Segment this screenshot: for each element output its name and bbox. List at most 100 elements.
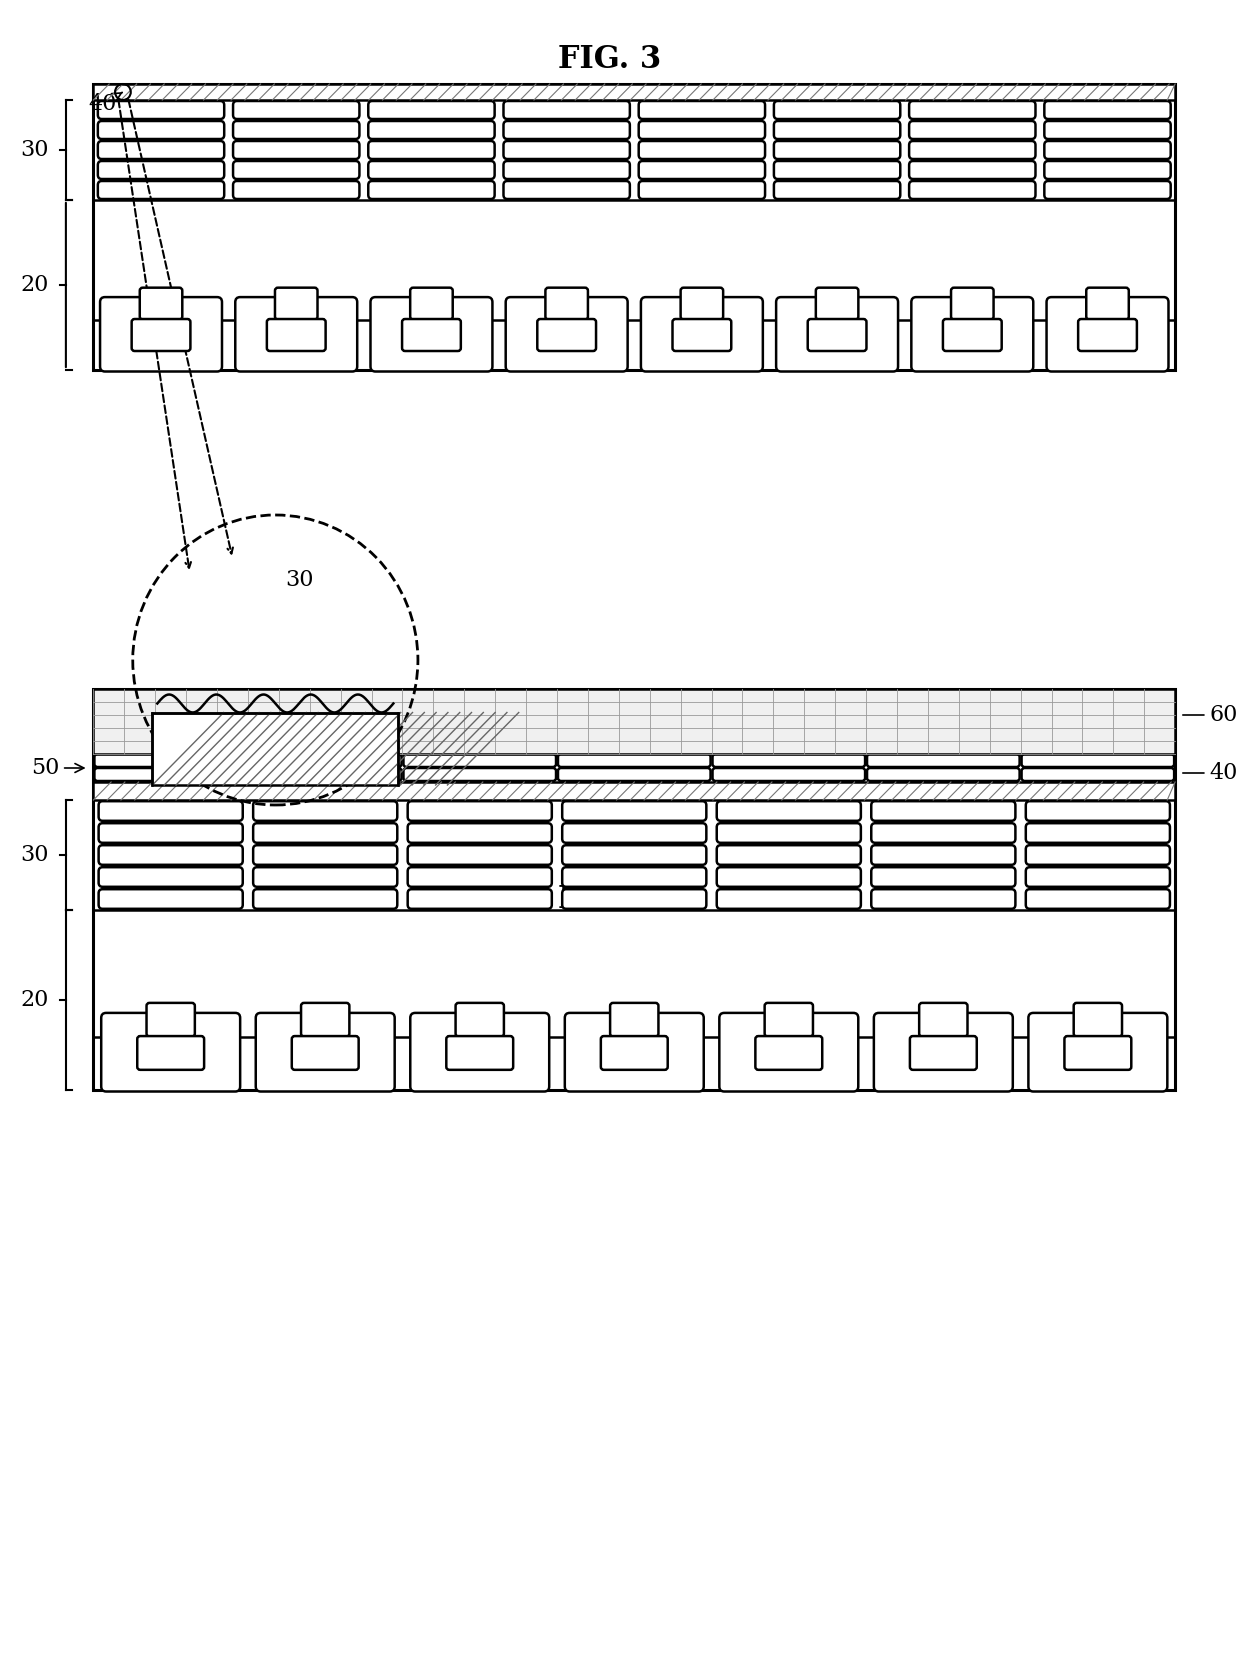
FancyBboxPatch shape: [537, 319, 596, 351]
FancyBboxPatch shape: [402, 319, 461, 351]
FancyBboxPatch shape: [681, 287, 723, 319]
FancyBboxPatch shape: [403, 769, 556, 780]
FancyBboxPatch shape: [446, 1036, 513, 1069]
FancyBboxPatch shape: [717, 824, 861, 842]
FancyBboxPatch shape: [909, 120, 1035, 139]
FancyBboxPatch shape: [717, 800, 861, 820]
FancyBboxPatch shape: [138, 1036, 205, 1069]
FancyBboxPatch shape: [233, 160, 360, 179]
FancyBboxPatch shape: [719, 1013, 858, 1091]
FancyBboxPatch shape: [717, 867, 861, 887]
FancyBboxPatch shape: [1025, 846, 1169, 866]
FancyBboxPatch shape: [146, 1003, 195, 1036]
FancyBboxPatch shape: [255, 1013, 394, 1091]
FancyBboxPatch shape: [98, 160, 224, 179]
FancyBboxPatch shape: [562, 867, 707, 887]
FancyBboxPatch shape: [100, 297, 222, 371]
FancyBboxPatch shape: [872, 867, 1016, 887]
FancyBboxPatch shape: [99, 824, 243, 842]
FancyBboxPatch shape: [371, 297, 492, 371]
FancyBboxPatch shape: [919, 1003, 967, 1036]
FancyBboxPatch shape: [131, 319, 191, 351]
FancyBboxPatch shape: [1025, 800, 1169, 820]
FancyBboxPatch shape: [1044, 140, 1171, 159]
Text: FIG. 3: FIG. 3: [558, 45, 661, 75]
FancyBboxPatch shape: [774, 120, 900, 139]
FancyBboxPatch shape: [562, 824, 707, 842]
FancyBboxPatch shape: [140, 287, 182, 319]
Text: 40: 40: [88, 92, 123, 115]
FancyBboxPatch shape: [98, 100, 224, 119]
FancyBboxPatch shape: [910, 1036, 977, 1069]
FancyBboxPatch shape: [1044, 120, 1171, 139]
FancyBboxPatch shape: [774, 180, 900, 199]
FancyBboxPatch shape: [1074, 1003, 1122, 1036]
FancyBboxPatch shape: [503, 180, 630, 199]
Text: 60: 60: [1183, 703, 1238, 725]
FancyBboxPatch shape: [872, 846, 1016, 866]
FancyBboxPatch shape: [774, 140, 900, 159]
FancyBboxPatch shape: [368, 140, 495, 159]
FancyBboxPatch shape: [641, 297, 763, 371]
FancyBboxPatch shape: [1044, 100, 1171, 119]
FancyBboxPatch shape: [1025, 889, 1169, 909]
FancyBboxPatch shape: [610, 1003, 658, 1036]
FancyBboxPatch shape: [909, 160, 1035, 179]
FancyBboxPatch shape: [301, 1003, 350, 1036]
FancyBboxPatch shape: [816, 287, 858, 319]
FancyBboxPatch shape: [558, 769, 711, 780]
FancyBboxPatch shape: [909, 140, 1035, 159]
FancyBboxPatch shape: [1064, 1036, 1131, 1069]
FancyBboxPatch shape: [639, 180, 765, 199]
FancyBboxPatch shape: [713, 754, 866, 767]
Bar: [93, 84, 1176, 100]
FancyBboxPatch shape: [774, 100, 900, 119]
FancyBboxPatch shape: [1022, 769, 1174, 780]
FancyBboxPatch shape: [639, 120, 765, 139]
FancyBboxPatch shape: [807, 319, 867, 351]
FancyBboxPatch shape: [874, 1013, 1013, 1091]
FancyBboxPatch shape: [253, 889, 397, 909]
FancyBboxPatch shape: [1044, 160, 1171, 179]
Bar: [93, 782, 1176, 800]
FancyBboxPatch shape: [872, 800, 1016, 820]
FancyBboxPatch shape: [249, 769, 402, 780]
Text: FIG. 4: FIG. 4: [558, 884, 661, 916]
FancyBboxPatch shape: [506, 297, 627, 371]
FancyBboxPatch shape: [909, 180, 1035, 199]
Bar: [93, 688, 1176, 754]
FancyBboxPatch shape: [253, 800, 397, 820]
FancyBboxPatch shape: [99, 846, 243, 866]
FancyBboxPatch shape: [562, 889, 707, 909]
FancyBboxPatch shape: [639, 140, 765, 159]
FancyBboxPatch shape: [253, 824, 397, 842]
Text: 30: 30: [285, 570, 314, 592]
FancyBboxPatch shape: [408, 846, 552, 866]
FancyBboxPatch shape: [267, 319, 326, 351]
FancyBboxPatch shape: [99, 867, 243, 887]
FancyBboxPatch shape: [233, 100, 360, 119]
FancyBboxPatch shape: [368, 120, 495, 139]
FancyBboxPatch shape: [639, 160, 765, 179]
FancyBboxPatch shape: [98, 120, 224, 139]
FancyBboxPatch shape: [717, 846, 861, 866]
FancyBboxPatch shape: [1022, 754, 1174, 767]
FancyBboxPatch shape: [755, 1036, 822, 1069]
FancyBboxPatch shape: [233, 140, 360, 159]
Text: 42: 42: [327, 692, 356, 715]
FancyBboxPatch shape: [774, 160, 900, 179]
FancyBboxPatch shape: [942, 319, 1002, 351]
FancyBboxPatch shape: [503, 100, 630, 119]
FancyBboxPatch shape: [291, 1036, 358, 1069]
FancyBboxPatch shape: [94, 754, 247, 767]
Text: 40: 40: [361, 715, 389, 745]
FancyBboxPatch shape: [639, 100, 765, 119]
Bar: [93, 84, 1176, 369]
FancyBboxPatch shape: [408, 889, 552, 909]
Text: 50: 50: [31, 757, 84, 779]
FancyBboxPatch shape: [102, 1013, 241, 1091]
FancyBboxPatch shape: [867, 769, 1019, 780]
FancyBboxPatch shape: [867, 754, 1019, 767]
Text: 30: 30: [21, 139, 50, 160]
FancyBboxPatch shape: [368, 160, 495, 179]
